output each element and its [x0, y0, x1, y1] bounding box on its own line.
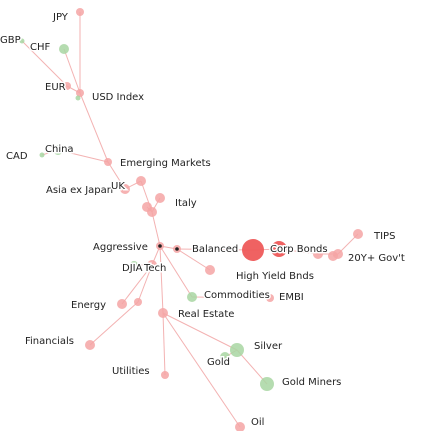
graph-edge: [89, 301, 139, 346]
node-label-asia-ex-japan: Asia ex Japan: [46, 185, 113, 196]
node-label-energy: Energy: [71, 300, 106, 311]
graph-node-n-energy-b[interactable]: [134, 298, 142, 306]
node-label-high-yield: High Yield Bnds: [236, 271, 314, 282]
graph-edge: [191, 296, 271, 299]
graph-edge: [159, 245, 193, 298]
portfolio-marker-balanced: [175, 247, 179, 251]
graph-edge: [162, 312, 238, 351]
graph-edge: [159, 245, 164, 314]
node-label-silver: Silver: [254, 341, 283, 352]
graph-edge: [121, 264, 153, 305]
graph-node-commodities[interactable]: [187, 292, 197, 302]
node-label-commodities: Commodities: [204, 290, 270, 301]
edge-layer: [21, 12, 359, 428]
portfolio-marker-aggressive: [158, 244, 162, 248]
graph-node-n-bal-big[interactable]: [242, 239, 264, 261]
node-label-real-estate: Real Estate: [178, 309, 234, 320]
graph-edge: [107, 161, 126, 190]
label-layer: JPY GBP CHF EUR USD Index CAD China Emerging Ma…: [0, 11, 406, 430]
graph-node-asia-ex-japan[interactable]: [120, 184, 130, 194]
graph-node-corp-bonds[interactable]: [271, 241, 287, 257]
graph-edge: [57, 149, 109, 163]
graph-node-italy[interactable]: [155, 193, 165, 203]
graph-node-energy[interactable]: [117, 299, 127, 309]
node-label-tips: TIPS: [373, 231, 395, 242]
graph-edge: [79, 92, 109, 163]
graph-node-n-bond-a[interactable]: [313, 249, 323, 259]
graph-node-high-yield[interactable]: [205, 265, 215, 275]
graph-edge: [176, 248, 254, 251]
graph-edge: [176, 248, 211, 271]
graph-node-n-uk-b[interactable]: [142, 202, 152, 212]
graph-node-gbp[interactable]: [19, 38, 25, 44]
graph-node-gold[interactable]: [220, 352, 230, 362]
node-label-cad: CAD: [6, 151, 28, 162]
graph-node-uk[interactable]: [136, 176, 146, 186]
graph-edge: [63, 48, 81, 94]
graph-edge: [236, 349, 268, 385]
node-label-italy: Italy: [175, 198, 197, 209]
node-label-utilities: Utilities: [112, 366, 150, 377]
graph-node-cad[interactable]: [39, 152, 45, 158]
graph-node-n-usd-dot[interactable]: [75, 95, 81, 101]
graph-node-dji[interactable]: [130, 261, 138, 269]
graph-node-silver[interactable]: [230, 343, 244, 357]
node-label-gov-20y: 20Y+ Gov't: [348, 253, 405, 264]
node-label-gold-miners: Gold Miners: [282, 377, 341, 388]
node-label-usd-index: USD Index: [92, 92, 144, 103]
node-label-gbp: GBP: [0, 35, 21, 46]
graph-node-china[interactable]: [53, 145, 63, 155]
graph-edge: [151, 211, 161, 247]
graph-node-oil[interactable]: [235, 422, 245, 431]
graph-node-chf[interactable]: [59, 44, 69, 54]
node-label-financials: Financials: [25, 336, 74, 347]
graph-node-tips[interactable]: [353, 229, 363, 239]
node-label-chf: CHF: [30, 42, 51, 53]
node-label-embi: EMBI: [279, 292, 304, 303]
graph-node-financials[interactable]: [85, 340, 95, 350]
graph-node-gold-miners[interactable]: [260, 377, 274, 391]
node-label-tech: Tech: [143, 263, 166, 274]
graph-node-jpy[interactable]: [76, 8, 84, 16]
node-label-dji: DJIA: [122, 263, 143, 274]
node-label-oil: Oil: [251, 417, 264, 428]
graph-edge: [21, 40, 68, 87]
graph-node-eur[interactable]: [63, 82, 71, 90]
node-label-corp-bonds: Corp Bonds: [270, 244, 328, 255]
graph-edge: [162, 312, 241, 428]
graph-edge: [137, 264, 153, 303]
node-label-eur: EUR: [45, 82, 66, 93]
graph-node-utilities[interactable]: [161, 371, 169, 379]
node-label-jpy: JPY: [52, 12, 69, 23]
graph-node-real-estate[interactable]: [158, 308, 168, 318]
graph-node-embi[interactable]: [266, 294, 274, 302]
graph-edge: [162, 312, 166, 376]
node-label-china: China: [45, 144, 74, 155]
node-label-uk: UK: [111, 181, 125, 192]
node-label-balanced: Balanced: [192, 244, 238, 255]
node-layer: [19, 8, 363, 431]
graph-node-n-bond-b[interactable]: [333, 249, 343, 259]
graph-node-tech[interactable]: [147, 260, 157, 270]
graph-node-emerging-markets[interactable]: [104, 158, 112, 166]
node-label-gold: Gold: [207, 357, 230, 368]
node-label-emerging-markets: Emerging Markets: [120, 158, 211, 169]
graph-node-usd-index[interactable]: [76, 89, 84, 97]
node-label-aggressive: Aggressive: [93, 242, 148, 253]
